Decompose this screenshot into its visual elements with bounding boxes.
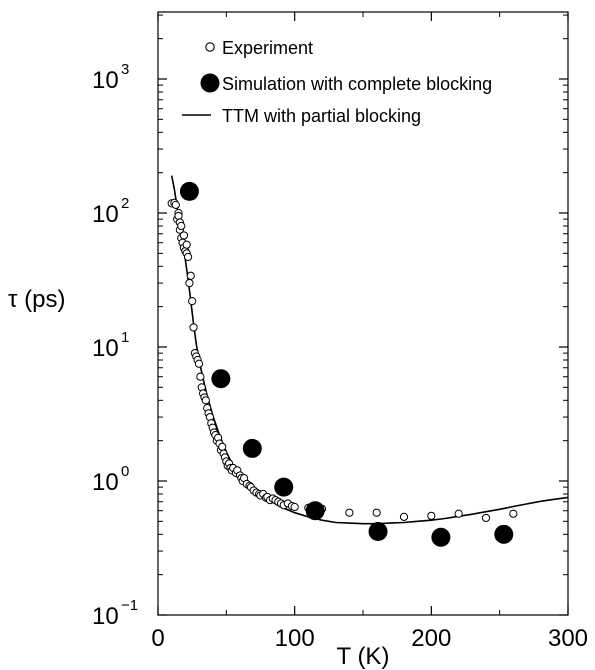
data-marks	[167, 175, 569, 547]
legend: Experiment Simulation with complete bloc…	[182, 38, 492, 126]
y-tick-base: 10	[92, 603, 119, 630]
x-tick-label: 100	[275, 625, 315, 652]
plot-frame	[157, 11, 569, 616]
y-tick-label: 10 3	[92, 61, 129, 94]
experiment-point	[186, 271, 195, 280]
experiment-point	[290, 502, 299, 512]
experiment-point	[182, 240, 191, 249]
experiment-point	[189, 323, 198, 332]
simulation-point	[242, 438, 262, 458]
x-tick-label: 200	[411, 625, 451, 652]
simulation-point	[274, 477, 294, 497]
experiment-point	[454, 509, 463, 518]
y-tick-label: 10 −1	[92, 597, 138, 630]
legend-marker-simulation	[200, 73, 220, 93]
y-tick-base: 10	[92, 67, 119, 94]
experiment-point	[194, 359, 204, 368]
y-tick-exponent: 0	[121, 463, 129, 480]
experiment-point	[218, 442, 227, 451]
y-tick-label: 10 1	[92, 329, 129, 362]
experiment-point	[177, 221, 186, 231]
experiment-point	[345, 508, 354, 517]
simulation-point	[494, 524, 514, 544]
y-tick-label: 10 0	[92, 463, 129, 496]
y-tick-label: 10 2	[92, 195, 129, 228]
simulation-point	[305, 501, 325, 521]
simulation-point	[211, 369, 231, 389]
experiment-point	[372, 508, 381, 517]
experiment-point	[171, 200, 180, 209]
y-tick-exponent: 1	[121, 329, 129, 346]
legend-label-experiment: Experiment	[222, 38, 313, 58]
experiment-point	[196, 372, 205, 381]
experiment-point	[179, 231, 189, 240]
y-tick-base: 10	[92, 469, 119, 496]
experiment-point	[201, 396, 210, 405]
x-axis-title: T (K)	[337, 643, 390, 670]
experiment-point	[481, 513, 491, 523]
simulation-point	[179, 181, 199, 201]
legend-label-simulation: Simulation with complete blocking	[222, 74, 492, 94]
x-tick-labels: 0 100 200 300	[151, 625, 588, 652]
legend-label-ttm: TTM with partial blocking	[222, 106, 421, 126]
y-tick-base: 10	[92, 201, 119, 228]
experiment-point	[188, 297, 197, 306]
experiment-point	[174, 211, 183, 221]
experiment-point	[183, 252, 193, 262]
experiment-point	[509, 509, 518, 518]
experiment-point	[185, 278, 194, 288]
y-axis-title: τ (ps)	[8, 286, 65, 313]
y-tick-exponent: −1	[121, 597, 138, 614]
experiment-point	[399, 512, 409, 521]
y-tick-base: 10	[92, 335, 119, 362]
legend-marker-experiment	[205, 42, 215, 52]
simulation-point	[368, 521, 388, 541]
y-tick-exponent: 2	[121, 195, 129, 212]
y-tick-exponent: 3	[121, 61, 129, 78]
experiment-point	[427, 511, 436, 520]
x-tick-label: 0	[151, 625, 164, 652]
x-tick-label: 300	[548, 625, 588, 652]
axis-ticks	[157, 12, 569, 616]
simulation-point	[431, 527, 451, 547]
